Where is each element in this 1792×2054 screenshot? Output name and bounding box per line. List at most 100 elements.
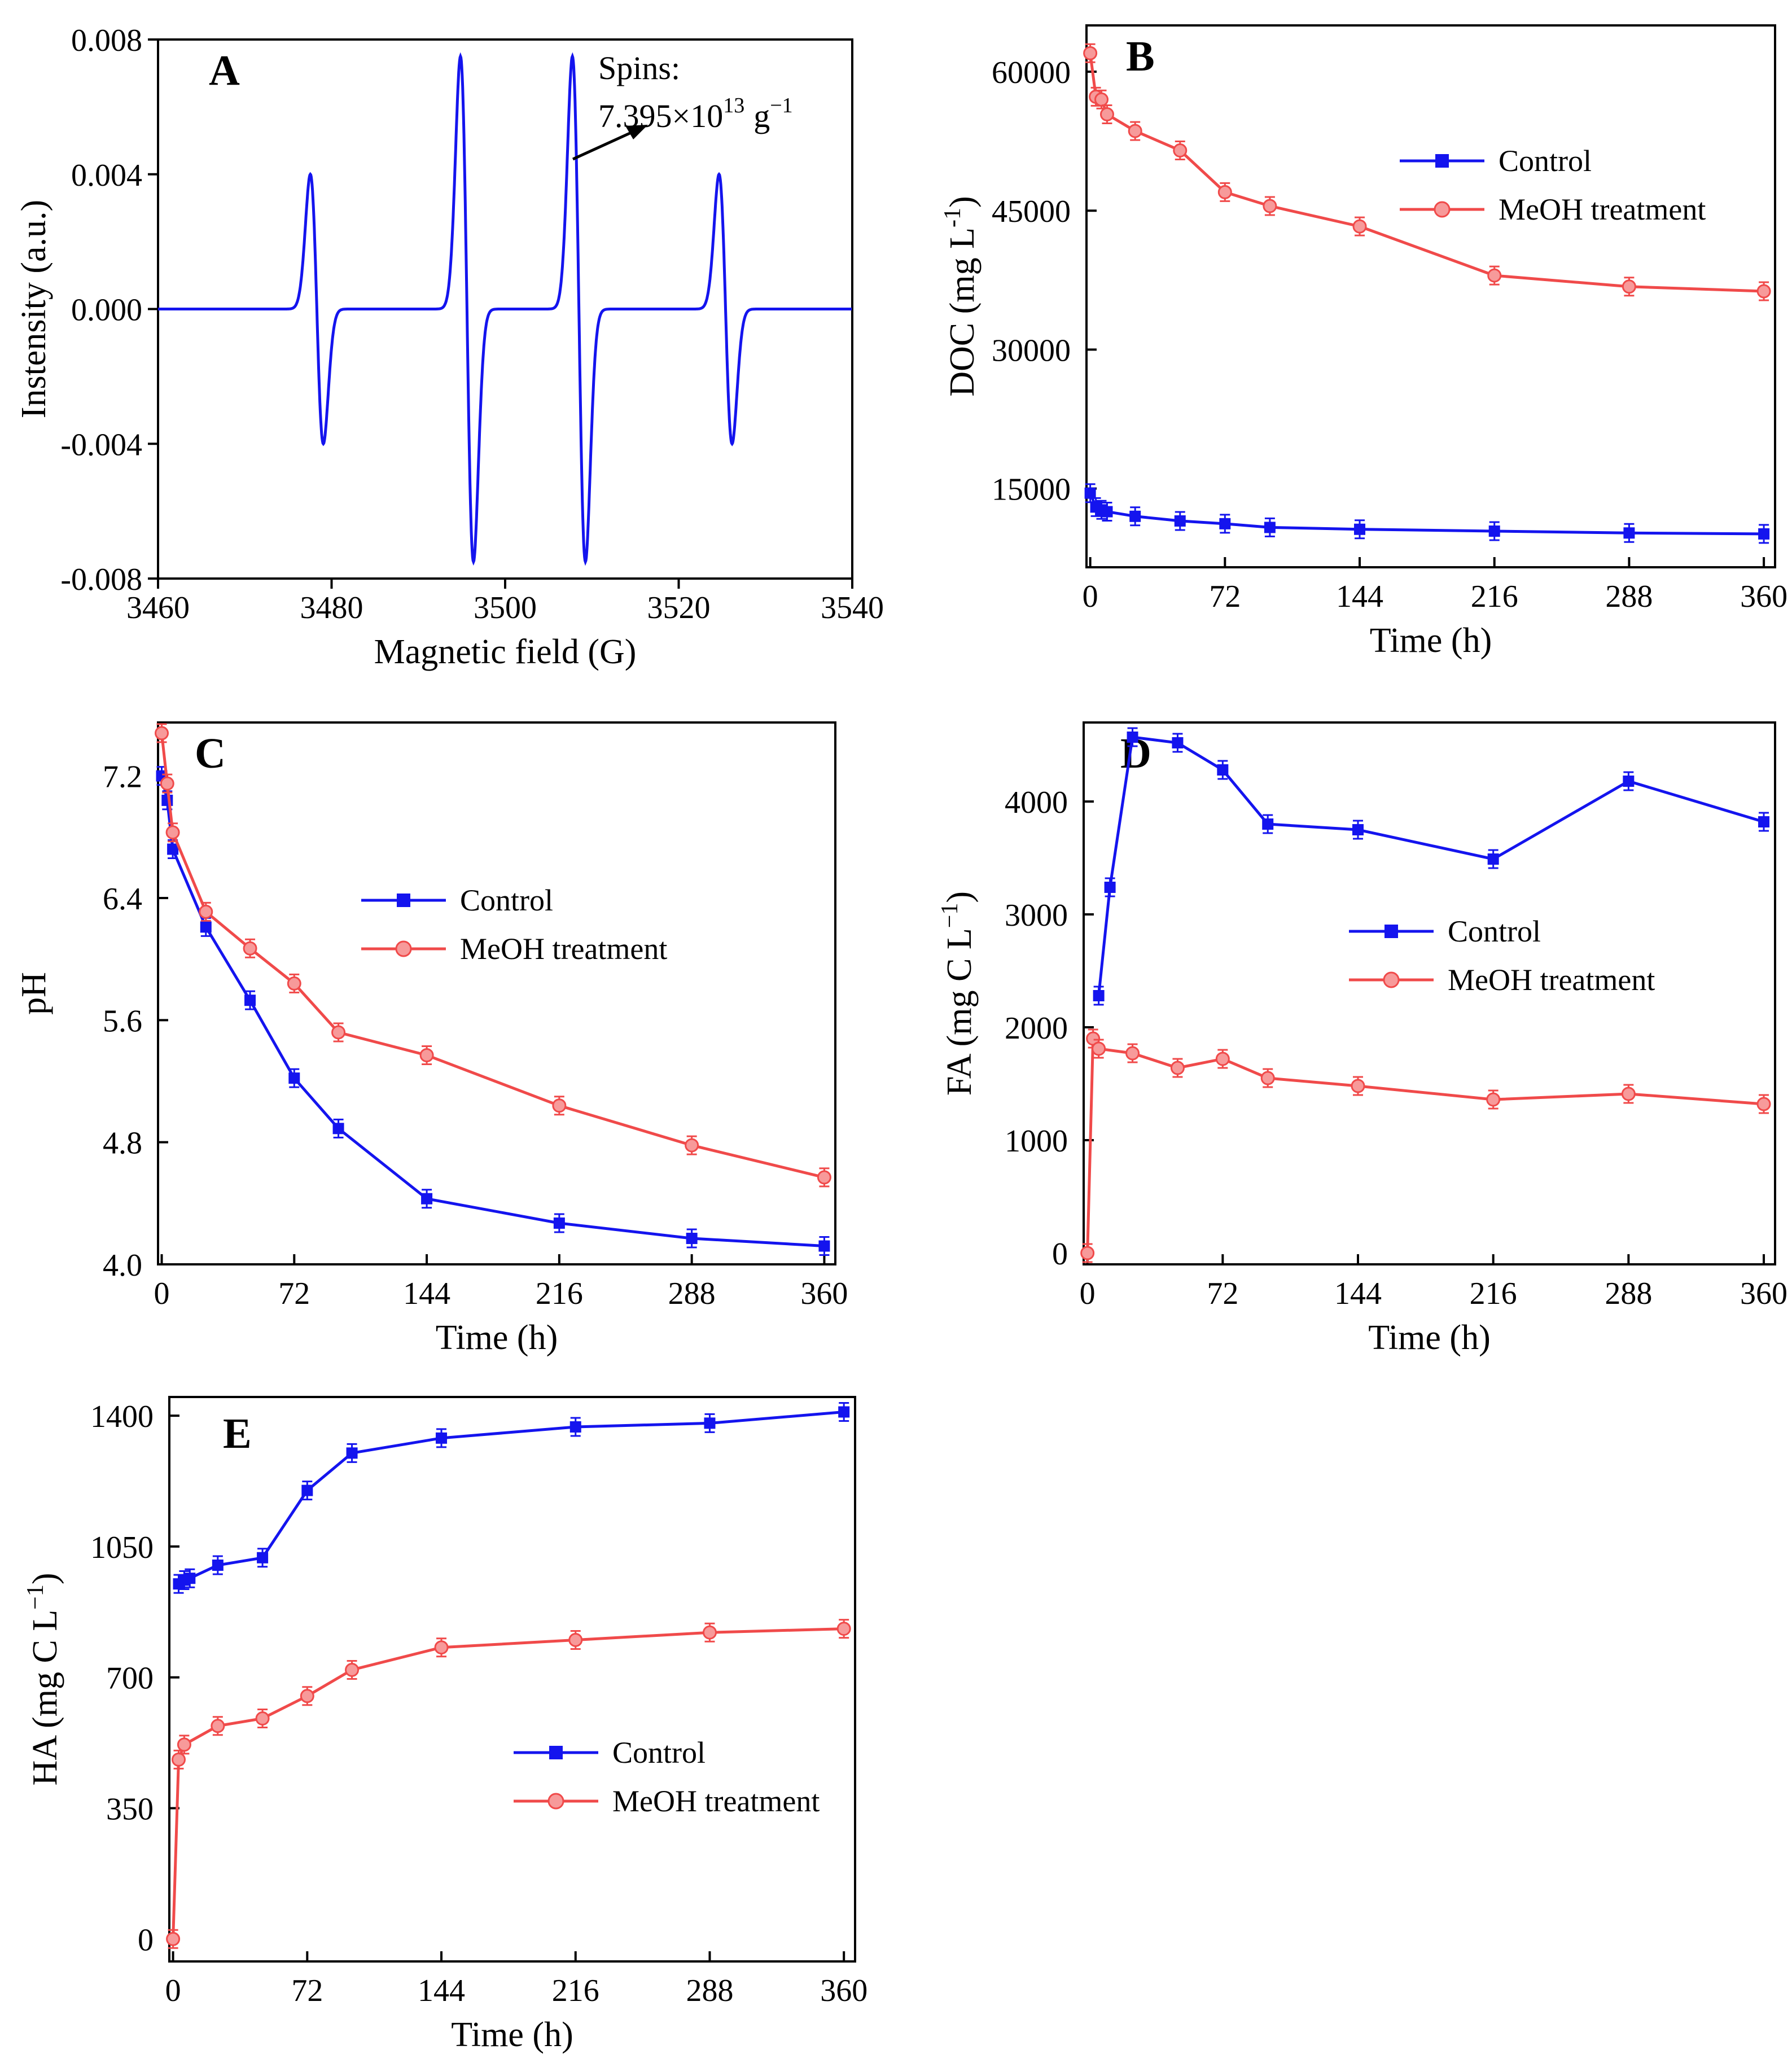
x-tick-label: 288 (1605, 579, 1653, 614)
y-axis-title: DOC (mg L-1) (940, 196, 982, 396)
data-point (1756, 284, 1771, 299)
data-point (1094, 92, 1109, 107)
y-tick-label: 0.008 (71, 23, 142, 58)
legend-marker (549, 1746, 563, 1759)
legend-marker (1384, 925, 1398, 938)
series-line (1097, 735, 1764, 996)
data-point (1129, 510, 1141, 522)
data-point (165, 825, 180, 840)
data-point (1262, 818, 1274, 830)
data-point (838, 1406, 850, 1418)
series-meoh (166, 1619, 851, 1949)
data-point (686, 1233, 698, 1245)
data-point (553, 1217, 565, 1229)
y-axis-title: pH (15, 972, 53, 1015)
series-line (1089, 52, 1764, 293)
legend: Control MeOH treatment (514, 1736, 820, 1818)
y-tick-label: 15000 (992, 472, 1071, 507)
panel-c: 0 72 144 216 288 360 4.0 4.8 5.6 6.4 7.2 C Time (h) p… (15, 721, 848, 1357)
data-point (1623, 776, 1635, 787)
y-tick-label: 6.4 (103, 882, 142, 917)
data-point (419, 1048, 434, 1063)
series-control (1084, 483, 1770, 544)
data-point (244, 995, 256, 1006)
data-point (255, 1711, 270, 1726)
x-tick-label: 216 (1470, 1276, 1517, 1311)
data-point (1756, 1097, 1771, 1111)
y-axis-title-exponent: −1 (23, 1584, 49, 1610)
y-tick-label: 1000 (1005, 1124, 1068, 1159)
y-tick-label: 45000 (992, 194, 1071, 229)
data-point (1264, 522, 1276, 533)
data-point (704, 1417, 716, 1429)
data-point (1758, 528, 1770, 540)
y-tick-label: 350 (106, 1792, 154, 1827)
data-point (1217, 764, 1229, 776)
data-point (1352, 824, 1364, 835)
data-point (1092, 1041, 1106, 1056)
legend-label: Control (1448, 914, 1541, 948)
y-axis-title: HA (mg C L−1) (23, 1573, 64, 1785)
x-tick-label: 144 (403, 1276, 450, 1311)
panel-letter: B (1126, 33, 1155, 80)
series-control (173, 1402, 850, 1594)
series-line (160, 776, 825, 1247)
series-control (156, 766, 830, 1256)
y-tick-label: 700 (106, 1661, 154, 1696)
data-point (243, 941, 257, 956)
y-tick-label: 2000 (1005, 1011, 1068, 1046)
y-axis-title-close: ) (943, 196, 982, 208)
series-meoh (1083, 43, 1771, 301)
x-tick-label: 360 (1740, 1276, 1787, 1311)
data-point (167, 843, 179, 855)
x-tick-label: 288 (1605, 1276, 1652, 1311)
data-point (1487, 268, 1502, 283)
data-point (1127, 732, 1138, 743)
y-tick-label: 0.004 (71, 158, 142, 193)
y-tick-label: 4000 (1005, 785, 1068, 820)
data-point (300, 1689, 314, 1703)
y-axis-title: Instensity (a.u.) (15, 200, 53, 418)
series-control (1093, 727, 1770, 1006)
y-axis-title-exponent: -1 (940, 208, 966, 227)
data-point (421, 1193, 433, 1205)
annotation-value-unit-exp: −1 (770, 94, 792, 117)
x-tick-label: 72 (1207, 1276, 1238, 1311)
y-axis-title-close: ) (26, 1573, 64, 1584)
y-axis-title: FA (mg C L−1) (937, 891, 979, 1096)
x-tick-label: 144 (418, 1973, 465, 2008)
legend-marker (395, 940, 412, 957)
series-meoh (155, 723, 831, 1188)
data-point (434, 1640, 449, 1655)
x-tick-label: 288 (668, 1276, 716, 1311)
data-point (1354, 523, 1366, 535)
data-point (257, 1552, 269, 1564)
data-point (1125, 1046, 1140, 1061)
x-tick-label: 3480 (300, 590, 363, 625)
data-point (211, 1719, 225, 1733)
data-point (331, 1025, 346, 1040)
y-tick-label: 1050 (90, 1530, 154, 1565)
y-tick-label: 30000 (992, 333, 1071, 368)
data-point (301, 1484, 313, 1496)
x-tick-label: 3500 (474, 590, 537, 625)
panel-e: 0 72 144 216 288 360 0 350 700 1050 1400 E Time (h) H… (23, 1396, 867, 2054)
data-point (568, 1632, 583, 1647)
legend-marker (1434, 201, 1451, 218)
data-point (1351, 1079, 1365, 1093)
x-tick-label: 360 (800, 1276, 848, 1311)
data-point (288, 1072, 300, 1084)
legend-marker (547, 1793, 564, 1810)
data-point (1084, 487, 1096, 499)
data-point (1099, 107, 1114, 122)
data-point (177, 1737, 191, 1752)
data-point (200, 921, 212, 933)
annotation-spins-label: Spins: (598, 50, 680, 86)
y-tick-label: 5.6 (103, 1004, 142, 1039)
data-point (1215, 1052, 1230, 1066)
x-tick-label: 0 (1083, 579, 1098, 614)
axes-frame (1083, 721, 1776, 1265)
x-axis-title: Time (h) (436, 1319, 558, 1357)
